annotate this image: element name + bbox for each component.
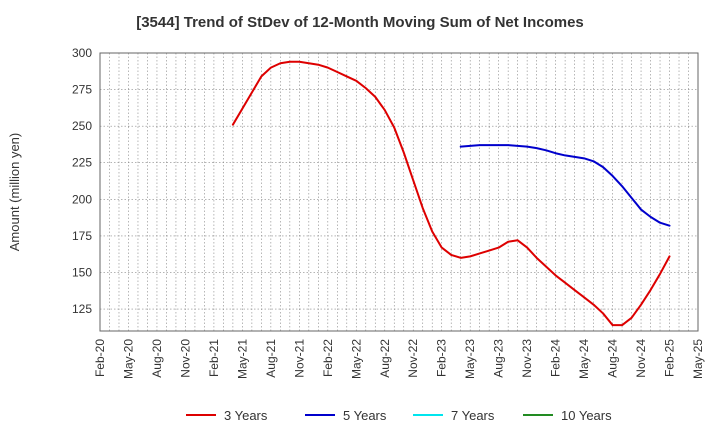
x-tick-label: May-20 [121, 339, 135, 379]
legend-label: 5 Years [343, 408, 387, 423]
legend-label: 3 Years [224, 408, 268, 423]
x-tick-label: Feb-22 [321, 339, 335, 377]
y-tick-label: 175 [72, 229, 92, 243]
x-tick-label: Feb-23 [435, 339, 449, 377]
x-tick-label: Feb-20 [93, 339, 107, 377]
x-tick-label: Nov-20 [178, 339, 192, 378]
x-tick-label: Aug-20 [150, 339, 164, 378]
legend-label: 10 Years [561, 408, 612, 423]
x-tick-label: May-21 [235, 339, 249, 379]
x-tick-label: Nov-22 [406, 339, 420, 378]
x-tick-label: Feb-21 [207, 339, 221, 377]
y-tick-label: 225 [72, 156, 92, 170]
legend-label: 7 Years [451, 408, 495, 423]
series-line-3-years [231, 60, 671, 327]
y-tick-label: 200 [72, 192, 92, 206]
x-tick-label: May-25 [691, 339, 705, 379]
y-tick-label: 250 [72, 119, 92, 133]
x-tick-label: Aug-22 [378, 339, 392, 378]
y-tick-label: 125 [72, 302, 92, 316]
series-line-5-years [459, 144, 671, 227]
chart-title: [3544] Trend of StDev of 12-Month Moving… [136, 14, 584, 31]
x-tick-label: Aug-23 [492, 339, 506, 378]
x-tick-label: Nov-24 [634, 339, 648, 378]
plot-area [100, 53, 698, 331]
x-tick-label: Nov-21 [292, 339, 306, 378]
x-tick-label: Nov-23 [520, 339, 534, 378]
plot-frame [99, 52, 699, 332]
y-tick-label: 150 [72, 265, 92, 279]
x-tick-label: Feb-25 [663, 339, 677, 377]
x-tick-label: May-24 [577, 339, 591, 379]
x-tick-label: May-22 [349, 339, 363, 379]
x-tick-label: Aug-21 [264, 339, 278, 378]
x-tick-label: Aug-24 [606, 339, 620, 378]
y-axis-title: Amount (million yen) [7, 133, 22, 252]
y-tick-label: 275 [72, 83, 92, 97]
y-tick-label: 300 [72, 46, 92, 60]
x-tick-label: Feb-24 [549, 339, 563, 377]
x-tick-label: May-23 [463, 339, 477, 379]
